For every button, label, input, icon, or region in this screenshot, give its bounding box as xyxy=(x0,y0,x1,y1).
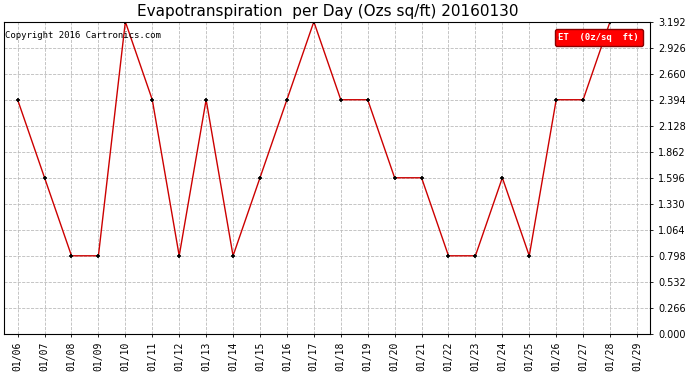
Title: Evapotranspiration  per Day (Ozs sq/ft) 20160130: Evapotranspiration per Day (Ozs sq/ft) 2… xyxy=(137,4,518,19)
Text: Copyright 2016 Cartronics.com: Copyright 2016 Cartronics.com xyxy=(6,31,161,40)
Legend: ET  (0z/sq  ft): ET (0z/sq ft) xyxy=(555,29,642,46)
